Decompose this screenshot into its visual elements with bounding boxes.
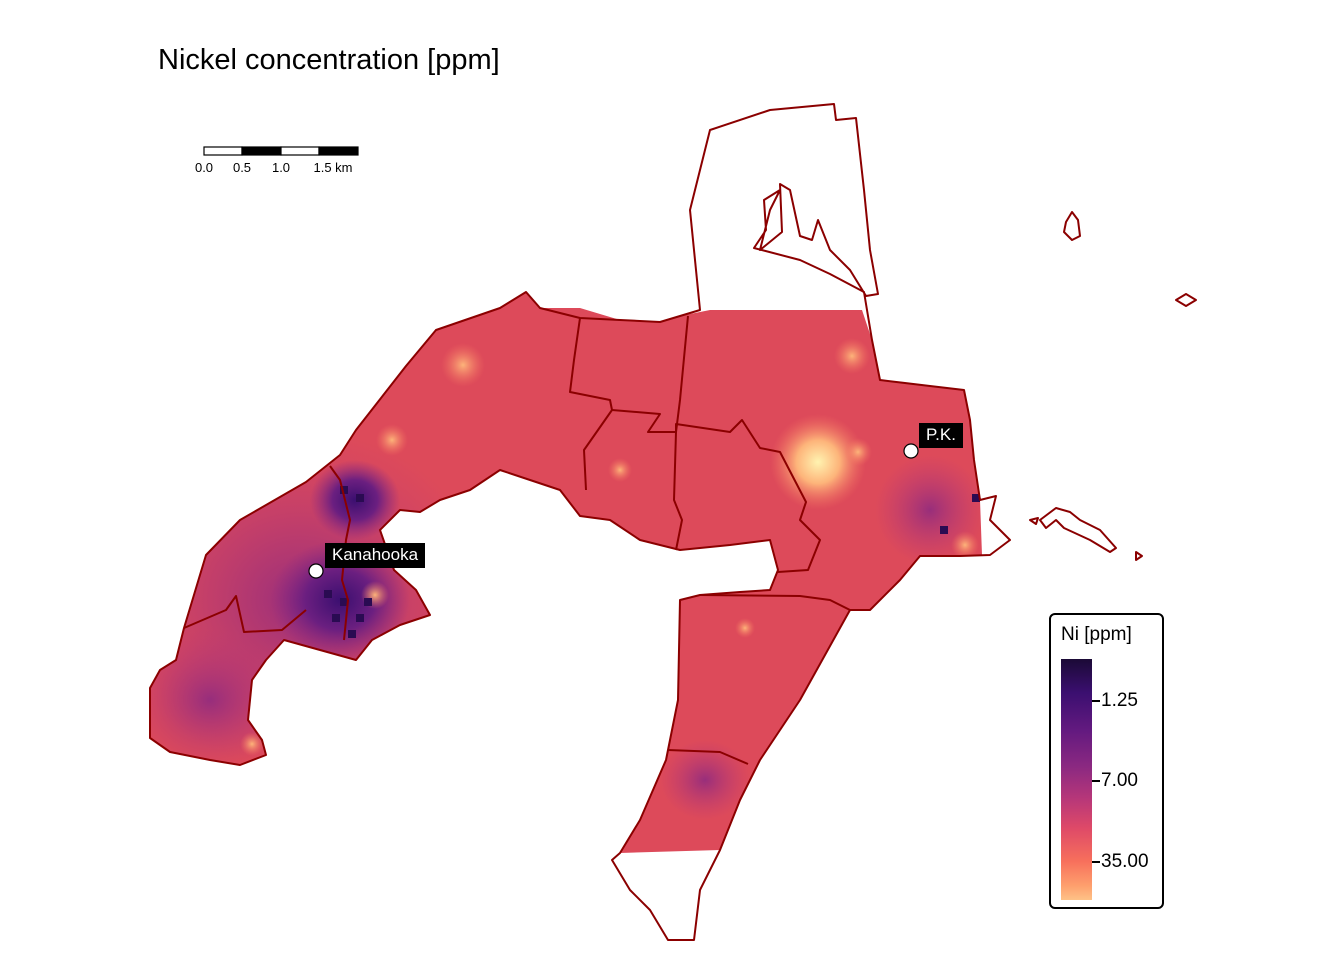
scale-bar-labels: 0.0 0.5 1.0 1.5 km: [190, 160, 370, 178]
scale-label: 0.5: [232, 160, 252, 175]
inner-boundary: [569, 317, 613, 491]
island-3: [1039, 507, 1117, 553]
legend-tick-label: 35.00: [1101, 851, 1149, 872]
raster-hotspot: [951, 531, 979, 559]
raster-hotspot: [240, 732, 264, 756]
island-2: [1175, 293, 1197, 307]
boundaries: [149, 103, 1197, 941]
inner-boundary: [329, 465, 351, 641]
raster-hotspot: [608, 458, 632, 482]
place-label-pk: P.K.: [919, 423, 963, 448]
map-title: Nickel concentration [ppm]: [158, 44, 500, 76]
legend-tick-mark: [1092, 700, 1100, 702]
legend: Ni [ppm] 1.25 7.00 35.00: [1049, 613, 1164, 909]
coastline-main: [149, 103, 1011, 941]
inner-boundary: [183, 595, 307, 633]
scale-label: 1.0: [271, 160, 291, 175]
raster-southwest-zone: [150, 630, 290, 770]
place-label-kanahooka: Kanahooka: [325, 543, 426, 568]
inner-boundary: [673, 315, 689, 551]
raster-low-south: [660, 740, 750, 820]
legend-title: Ni [ppm]: [1061, 624, 1132, 645]
raster-hotspot: [844, 438, 872, 466]
island-5: [1135, 551, 1143, 561]
island-1: [1063, 211, 1081, 241]
raster-hotspot: [441, 343, 485, 387]
pk-marker: [903, 443, 919, 459]
raster-hotspot: [834, 338, 870, 374]
raster-low-cluster-north: [310, 460, 400, 540]
scale-label: 1.5 km: [313, 160, 353, 175]
inner-boundary: [667, 749, 749, 765]
legend-tick-label: 1.25: [1101, 690, 1138, 711]
scale-bar: [203, 146, 359, 156]
legend-tick-mark: [1092, 861, 1100, 863]
raster-hotspot-main: [770, 414, 866, 510]
raster-hotspot: [735, 618, 755, 638]
inner-boundary: [611, 409, 821, 573]
concentration-raster: [150, 292, 982, 853]
inner-boundary: [699, 594, 851, 611]
legend-tick-label: 7.00: [1101, 770, 1138, 791]
raster-hotspot: [376, 424, 408, 456]
scale-label: 0.0: [194, 160, 214, 175]
legend-color-bar: [1061, 659, 1092, 900]
legend-tick-mark: [1092, 780, 1100, 782]
island-4: [1029, 517, 1039, 525]
kanahooka-marker: [308, 563, 324, 579]
raster-low-cells: [324, 486, 980, 638]
